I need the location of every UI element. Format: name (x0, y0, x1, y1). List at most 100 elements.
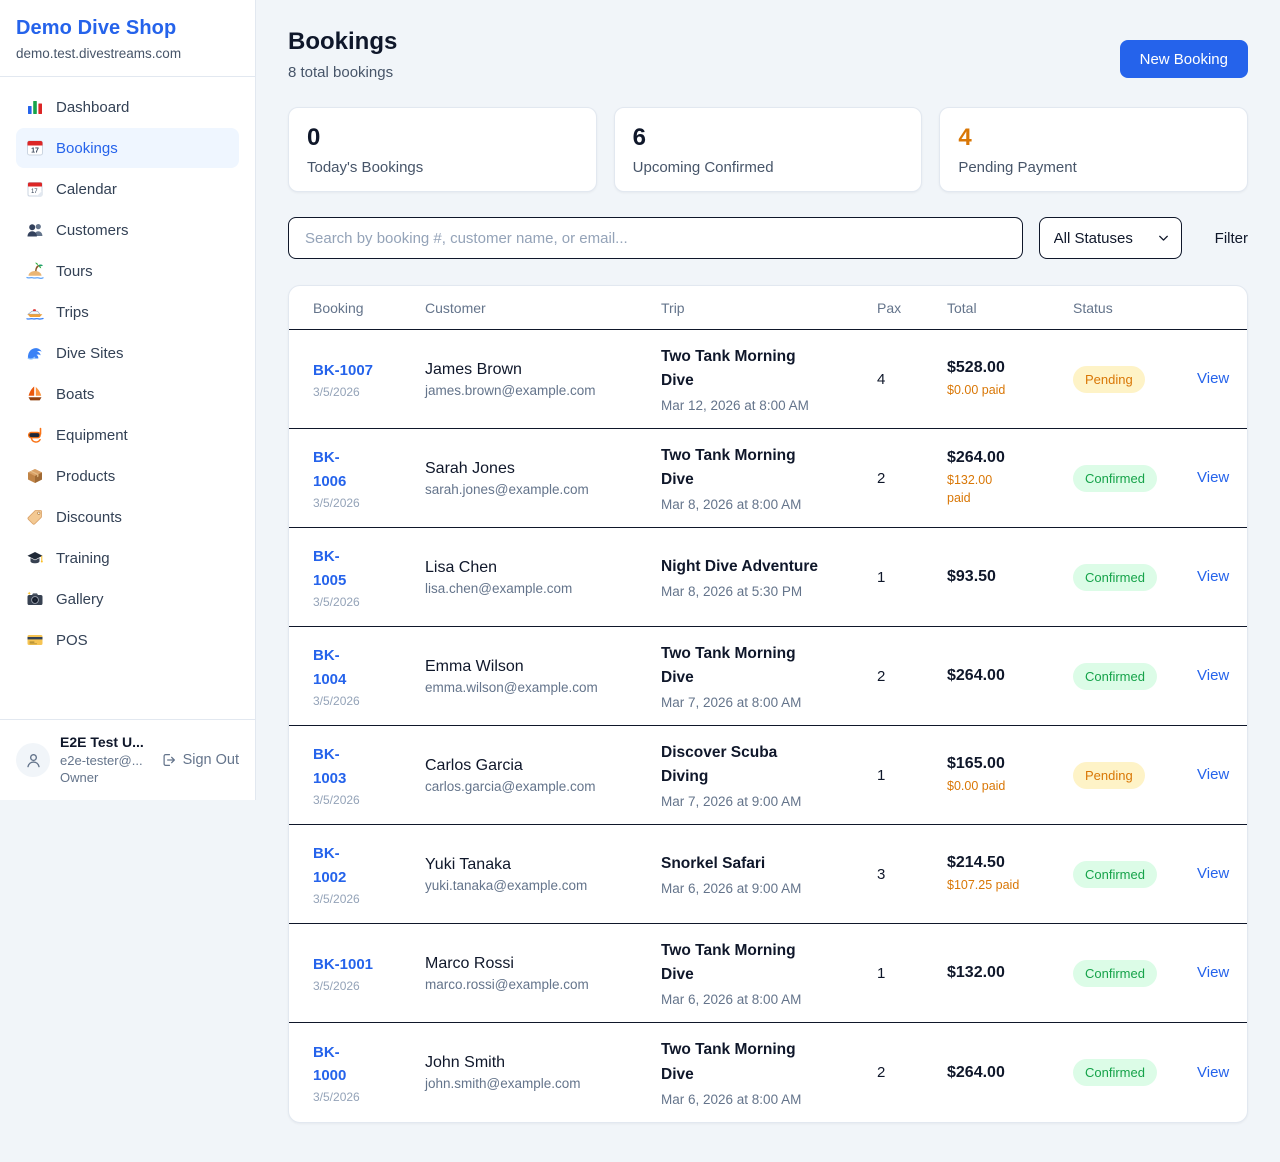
sidebar-item-gallery[interactable]: Gallery (16, 579, 239, 619)
table-row: BK-1007 3/5/2026 James Brown james.brown… (289, 330, 1247, 429)
stat-card: 0 Today's Bookings (288, 107, 597, 192)
sidebar-item-products[interactable]: Products (16, 456, 239, 496)
sidebar-item-customers[interactable]: Customers (16, 210, 239, 250)
actions-cell: View (1197, 865, 1229, 883)
main-content: Bookings 8 total bookings New Booking 0 … (256, 0, 1280, 1155)
trip-name: Night Dive Adventure (661, 557, 819, 575)
filter-button[interactable]: Filter (1214, 229, 1248, 247)
stat-value: 0 (307, 124, 321, 151)
booking-id-link[interactable]: BK- 1000 (313, 1043, 347, 1084)
actions-cell: View (1197, 964, 1229, 982)
view-link[interactable]: View (1197, 667, 1230, 684)
status-badge: Confirmed (1073, 1059, 1157, 1086)
sidebar-item-equipment[interactable]: Equipment (16, 415, 239, 455)
status-select[interactable]: All Statuses (1038, 217, 1182, 259)
status-cell: Pending (1073, 365, 1197, 393)
trip-name: Discover Scuba Diving (661, 743, 778, 785)
speedboat-icon (26, 303, 44, 321)
sidebar-item-trips[interactable]: Trips (16, 292, 239, 332)
pax-value: 4 (877, 370, 886, 388)
status-cell: Confirmed (1073, 464, 1197, 492)
stat-card: 4 Pending Payment (939, 107, 1248, 192)
table-body: BK-1007 3/5/2026 James Brown james.brown… (289, 330, 1247, 1122)
status-cell: Confirmed (1073, 662, 1197, 690)
view-link[interactable]: View (1197, 469, 1230, 486)
sidebar-item-pos[interactable]: POS (16, 620, 239, 660)
view-link[interactable]: View (1197, 766, 1230, 783)
actions-cell: View (1197, 1064, 1229, 1082)
sidebar-item-dive-sites[interactable]: Dive Sites (16, 333, 239, 373)
stat-card: 6 Upcoming Confirmed (613, 107, 923, 192)
booking-id-link[interactable]: BK- 1002 (313, 845, 347, 886)
trip-name: Two Tank Morning Dive (661, 1041, 796, 1083)
status-badge: Confirmed (1073, 464, 1157, 492)
booking-id-link[interactable]: BK- 1005 (313, 548, 347, 589)
stat-label: Pending Payment (958, 159, 1077, 176)
booking-cell: BK- 1000 3/5/2026 (313, 1041, 425, 1105)
customer-email: james.brown@example.com (425, 382, 596, 398)
stat-value: 6 (632, 124, 647, 151)
booking-id-link[interactable]: BK- 1004 (313, 647, 347, 688)
customer-name: Marco Rossi (425, 954, 514, 972)
booking-id-link[interactable]: BK- 1003 (313, 746, 347, 787)
view-link[interactable]: View (1197, 964, 1230, 981)
sidebar-item-bookings[interactable]: Bookings (16, 128, 239, 168)
view-link[interactable]: View (1197, 370, 1230, 387)
customer-cell: James Brown james.brown@example.com (425, 361, 661, 398)
customer-name: Yuki Tanaka (425, 855, 511, 873)
customer-email: john.smith@example.com (425, 1076, 581, 1091)
customer-cell: Marco Rossi marco.rossi@example.com (425, 955, 661, 992)
column-header-pax: Pax (877, 299, 902, 316)
column-header-trip: Trip (661, 299, 685, 316)
sidebar-item-label: Customers (56, 221, 129, 239)
page-title: Bookings (288, 28, 398, 55)
booking-cell: BK- 1005 3/5/2026 (313, 545, 425, 609)
sign-out-button[interactable]: Sign Out (161, 752, 239, 768)
new-booking-button[interactable]: New Booking (1119, 40, 1248, 78)
calendar-icon (26, 139, 44, 157)
column-header-booking: Booking (313, 299, 364, 316)
trip-cell: Two Tank Morning Dive Mar 8, 2026 at 8:0… (661, 444, 877, 512)
view-link[interactable]: View (1197, 568, 1230, 585)
trip-cell: Night Dive Adventure Mar 8, 2026 at 5:30… (661, 555, 877, 599)
trip-datetime: Mar 6, 2026 at 9:00 AM (661, 881, 802, 896)
tear-calendar-icon (26, 180, 44, 198)
user-section: E2E Test U... e2e-tester@... Owner Sign … (0, 719, 255, 800)
view-link[interactable]: View (1197, 865, 1230, 882)
booking-id-link[interactable]: BK-1007 (313, 361, 374, 379)
pax-value: 1 (877, 964, 886, 982)
view-link[interactable]: View (1197, 1063, 1230, 1081)
sidebar-item-calendar[interactable]: Calendar (16, 169, 239, 209)
user-email: e2e-tester@... (60, 752, 143, 768)
trip-cell: Two Tank Morning Dive Mar 7, 2026 at 8:0… (661, 642, 877, 710)
paid-amount: $132.00 paid (947, 472, 993, 505)
table-row: BK- 1006 3/5/2026 Sarah Jones sarah.jone… (289, 429, 1247, 528)
user-info: E2E Test U... e2e-tester@... Owner (60, 733, 144, 787)
pax-value: 2 (877, 469, 886, 487)
bookings-table: Booking Customer Trip Pax Total Status B… (288, 285, 1248, 1123)
sidebar-item-boats[interactable]: Boats (16, 374, 239, 414)
actions-cell: View (1197, 568, 1229, 586)
customer-email: marco.rossi@example.com (425, 976, 589, 992)
sidebar-item-dashboard[interactable]: Dashboard (16, 87, 239, 127)
sidebar-item-label: Bookings (56, 139, 118, 157)
booking-date: 3/5/2026 (313, 385, 360, 400)
trip-datetime: Mar 7, 2026 at 9:00 AM (661, 794, 802, 810)
avatar (16, 743, 50, 777)
booking-id-link[interactable]: BK-1001 (313, 955, 374, 973)
people-icon (26, 221, 44, 239)
booking-date: 3/5/2026 (313, 891, 360, 906)
camera-icon (26, 590, 44, 608)
column-header-status: Status (1073, 299, 1113, 316)
sidebar-item-discounts[interactable]: Discounts (16, 497, 239, 537)
status-cell: Confirmed (1073, 860, 1197, 888)
trip-datetime: Mar 6, 2026 at 8:00 AM (661, 992, 802, 1008)
sidebar-item-tours[interactable]: Tours (16, 251, 239, 291)
search-input[interactable] (288, 217, 1023, 259)
status-badge: Confirmed (1073, 959, 1157, 987)
bar-chart-icon (26, 98, 44, 116)
sidebar-item-training[interactable]: Training (16, 538, 239, 578)
booking-id-link[interactable]: BK- 1006 (313, 449, 347, 490)
table-header: Booking Customer Trip Pax Total Status (289, 286, 1247, 330)
table-row: BK- 1002 3/5/2026 Yuki Tanaka yuki.tanak… (289, 825, 1247, 924)
